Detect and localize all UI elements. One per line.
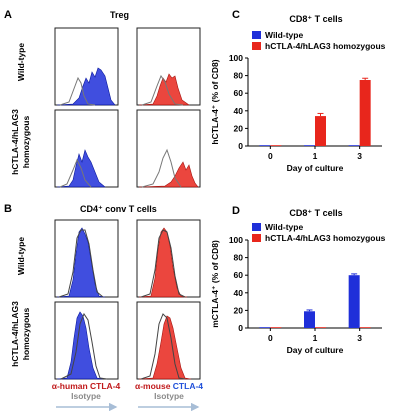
bar — [304, 311, 315, 328]
footer-human-isotype-label: Isotype — [71, 391, 101, 401]
histogram-fill — [56, 311, 104, 380]
x-tick-label: 3 — [357, 151, 362, 161]
y-tick-label: 100 — [229, 53, 243, 63]
x-axis-label: Day of culture — [287, 345, 344, 355]
legend-label: hCTLA-4/hLAG3 homozygous — [265, 233, 386, 243]
histogram-b-wt-human — [54, 219, 119, 298]
panel-a-row1-label: Wild-type — [16, 43, 26, 81]
isotype-line — [141, 74, 184, 106]
panel-b: B CD4⁺ conv T cells Wild-type hCTLA-4/hL… — [4, 203, 203, 412]
y-tick-label: 40 — [234, 106, 244, 116]
histogram-a-wt-mouse — [136, 27, 201, 106]
panel-letter-b: B — [4, 203, 12, 215]
chart-title: CD8⁺ T cells — [289, 14, 342, 24]
footer-mouse-ctla4-label: α-mouse CTLA-4 — [135, 381, 203, 391]
bar — [270, 327, 282, 328]
isotype-line — [140, 229, 186, 298]
histogram-a-wt-human — [54, 27, 119, 106]
bar — [315, 116, 326, 146]
x-tick-label: 0 — [268, 151, 273, 161]
x-axis-label: Day of culture — [287, 163, 344, 173]
isotype-line — [60, 312, 108, 380]
bar — [359, 327, 371, 328]
panel-a: A Treg Wild-type hCTLA-4/hLAG3 homozygou… — [4, 9, 201, 188]
chart-title: CD8⁺ T cells — [289, 208, 342, 218]
y-tick-label: 80 — [234, 253, 244, 263]
panel-letter-a: A — [4, 9, 12, 21]
histogram-fill — [138, 161, 199, 188]
bar — [304, 145, 315, 146]
histogram-a-homo-human — [54, 109, 119, 188]
x-tick-label: 0 — [268, 333, 273, 343]
legend-swatch — [252, 223, 261, 231]
legend-swatch — [252, 234, 261, 242]
y-tick-label: 80 — [234, 71, 244, 81]
footer-mouse-isotype-label: Isotype — [154, 391, 184, 401]
footer-human-ctla4-label: α-human CTLA-4 — [52, 381, 121, 391]
bar — [259, 145, 271, 146]
bar — [270, 145, 282, 146]
bar — [348, 275, 360, 328]
isotype-line — [59, 76, 96, 106]
y-axis-label: mCTLA-4⁺ (% of CD8) — [210, 240, 220, 328]
histogram-a-homo-mouse — [136, 109, 201, 188]
bar — [359, 80, 371, 146]
bar — [259, 327, 271, 328]
isotype-line — [59, 158, 92, 188]
y-tick-label: 0 — [238, 323, 243, 333]
y-axis-label: hCTLA-4⁺ (% of CD8) — [210, 59, 220, 144]
legend-label: hCTLA-4/hLAG3 homozygous — [265, 41, 386, 51]
histogram-fill — [138, 315, 192, 380]
bar — [348, 145, 360, 146]
x-tick-label: 3 — [357, 333, 362, 343]
y-tick-label: 20 — [234, 123, 244, 133]
panel-a-title: Treg — [110, 10, 129, 20]
legend-label: Wild-type — [265, 222, 303, 232]
isotype-line — [141, 148, 182, 188]
x-tick-label: 1 — [313, 151, 318, 161]
y-tick-label: 100 — [229, 235, 243, 245]
histogram-fill — [138, 73, 190, 106]
y-tick-label: 20 — [234, 305, 244, 315]
panel-letter-c: C — [232, 9, 240, 21]
histogram-b-homo-human — [54, 301, 119, 380]
footer-mouse-ctla4-prefix: α-mouse — [135, 381, 173, 391]
x-tick-label: 1 — [313, 333, 318, 343]
histogram-fill — [56, 67, 116, 106]
y-tick-label: 40 — [234, 288, 244, 298]
panel-b-row1-label: Wild-type — [16, 237, 26, 275]
y-tick-label: 60 — [234, 270, 244, 280]
footer-mouse-ctla4-suffix: CTLA-4 — [173, 381, 203, 391]
panel-a-row2-label-line1: hCTLA-4/hLAG3 — [10, 109, 20, 175]
legend-swatch — [252, 42, 261, 50]
y-tick-label: 60 — [234, 88, 244, 98]
histogram-fill — [138, 227, 188, 298]
y-tick-label: 0 — [238, 141, 243, 151]
histogram-fill — [56, 227, 106, 298]
panel-b-row2-label-line1: hCTLA-4/hLAG3 — [10, 301, 20, 367]
histogram-b-homo-mouse — [136, 301, 201, 380]
panel-letter-d: D — [232, 205, 240, 217]
panel-b-title: CD4⁺ conv T cells — [80, 204, 157, 214]
isotype-line — [140, 313, 186, 380]
bar — [315, 327, 326, 328]
histogram-b-wt-mouse — [136, 219, 201, 298]
isotype-line — [58, 229, 104, 298]
legend-label: Wild-type — [265, 30, 303, 40]
panel-b-row2-label-line2: homozygous — [21, 308, 31, 361]
legend-swatch — [252, 31, 261, 39]
panel-a-row2-label-line2: homozygous — [21, 116, 31, 169]
